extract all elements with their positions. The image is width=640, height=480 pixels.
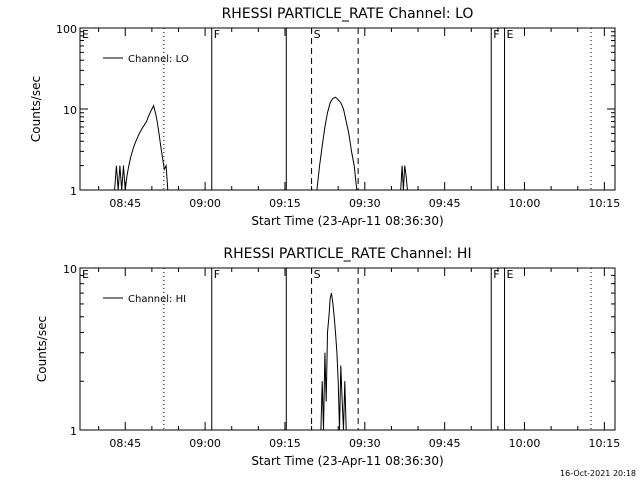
x-tick-label: 09:30 (349, 437, 381, 450)
event-marker-label: E (507, 268, 514, 281)
series-line (114, 96, 408, 191)
legend-label: Channel: HI (128, 294, 186, 305)
x-tick-label: 09:45 (429, 197, 461, 210)
y-tick-label: 1 (70, 185, 77, 198)
legend-label: Channel: LO (128, 54, 189, 65)
plot-frame (79, 267, 616, 431)
x-tick-label: 09:00 (189, 437, 221, 450)
y-tick-label: 1 (70, 425, 77, 438)
x-tick-label: 08:45 (109, 437, 141, 450)
x-axis-label: Start Time (23-Apr-11 08:36:30) (251, 454, 443, 468)
event-marker-label: S (314, 28, 321, 41)
x-tick-label: 09:15 (269, 437, 301, 450)
event-marker-label: E (82, 268, 89, 281)
x-tick-label: 10:00 (509, 437, 541, 450)
x-tick-label: 10:15 (589, 437, 621, 450)
event-marker-label: S (314, 268, 321, 281)
x-tick-label: 09:15 (269, 197, 301, 210)
event-marker-label: E (82, 28, 89, 41)
x-axis-label: Start Time (23-Apr-11 08:36:30) (251, 214, 443, 228)
event-marker-label: F (493, 28, 499, 41)
footer-timestamp: 16-Oct-2021 20:18 (560, 469, 636, 478)
y-tick-label: 10 (63, 263, 77, 276)
y-tick-label: 100 (56, 23, 77, 36)
y-axis-label: Counts/sec (35, 316, 49, 382)
chart-title: RHESSI PARTICLE_RATE Channel: HI (223, 246, 471, 262)
plot-frame (79, 27, 616, 191)
x-tick-label: 10:15 (589, 197, 621, 210)
x-tick-label: 09:45 (429, 437, 461, 450)
event-marker-label: F (214, 268, 220, 281)
x-tick-label: 10:00 (509, 197, 541, 210)
event-marker-label: E (507, 28, 514, 41)
x-tick-label: 09:30 (349, 197, 381, 210)
x-tick-label: 09:00 (189, 197, 221, 210)
series-line (320, 292, 347, 431)
event-marker-label: F (214, 28, 220, 41)
event-marker-label: F (493, 268, 499, 281)
x-tick-label: 08:45 (109, 197, 141, 210)
chart-title: RHESSI PARTICLE_RATE Channel: LO (222, 6, 474, 22)
y-tick-label: 10 (63, 104, 77, 117)
y-axis-label: Counts/sec (29, 76, 43, 142)
